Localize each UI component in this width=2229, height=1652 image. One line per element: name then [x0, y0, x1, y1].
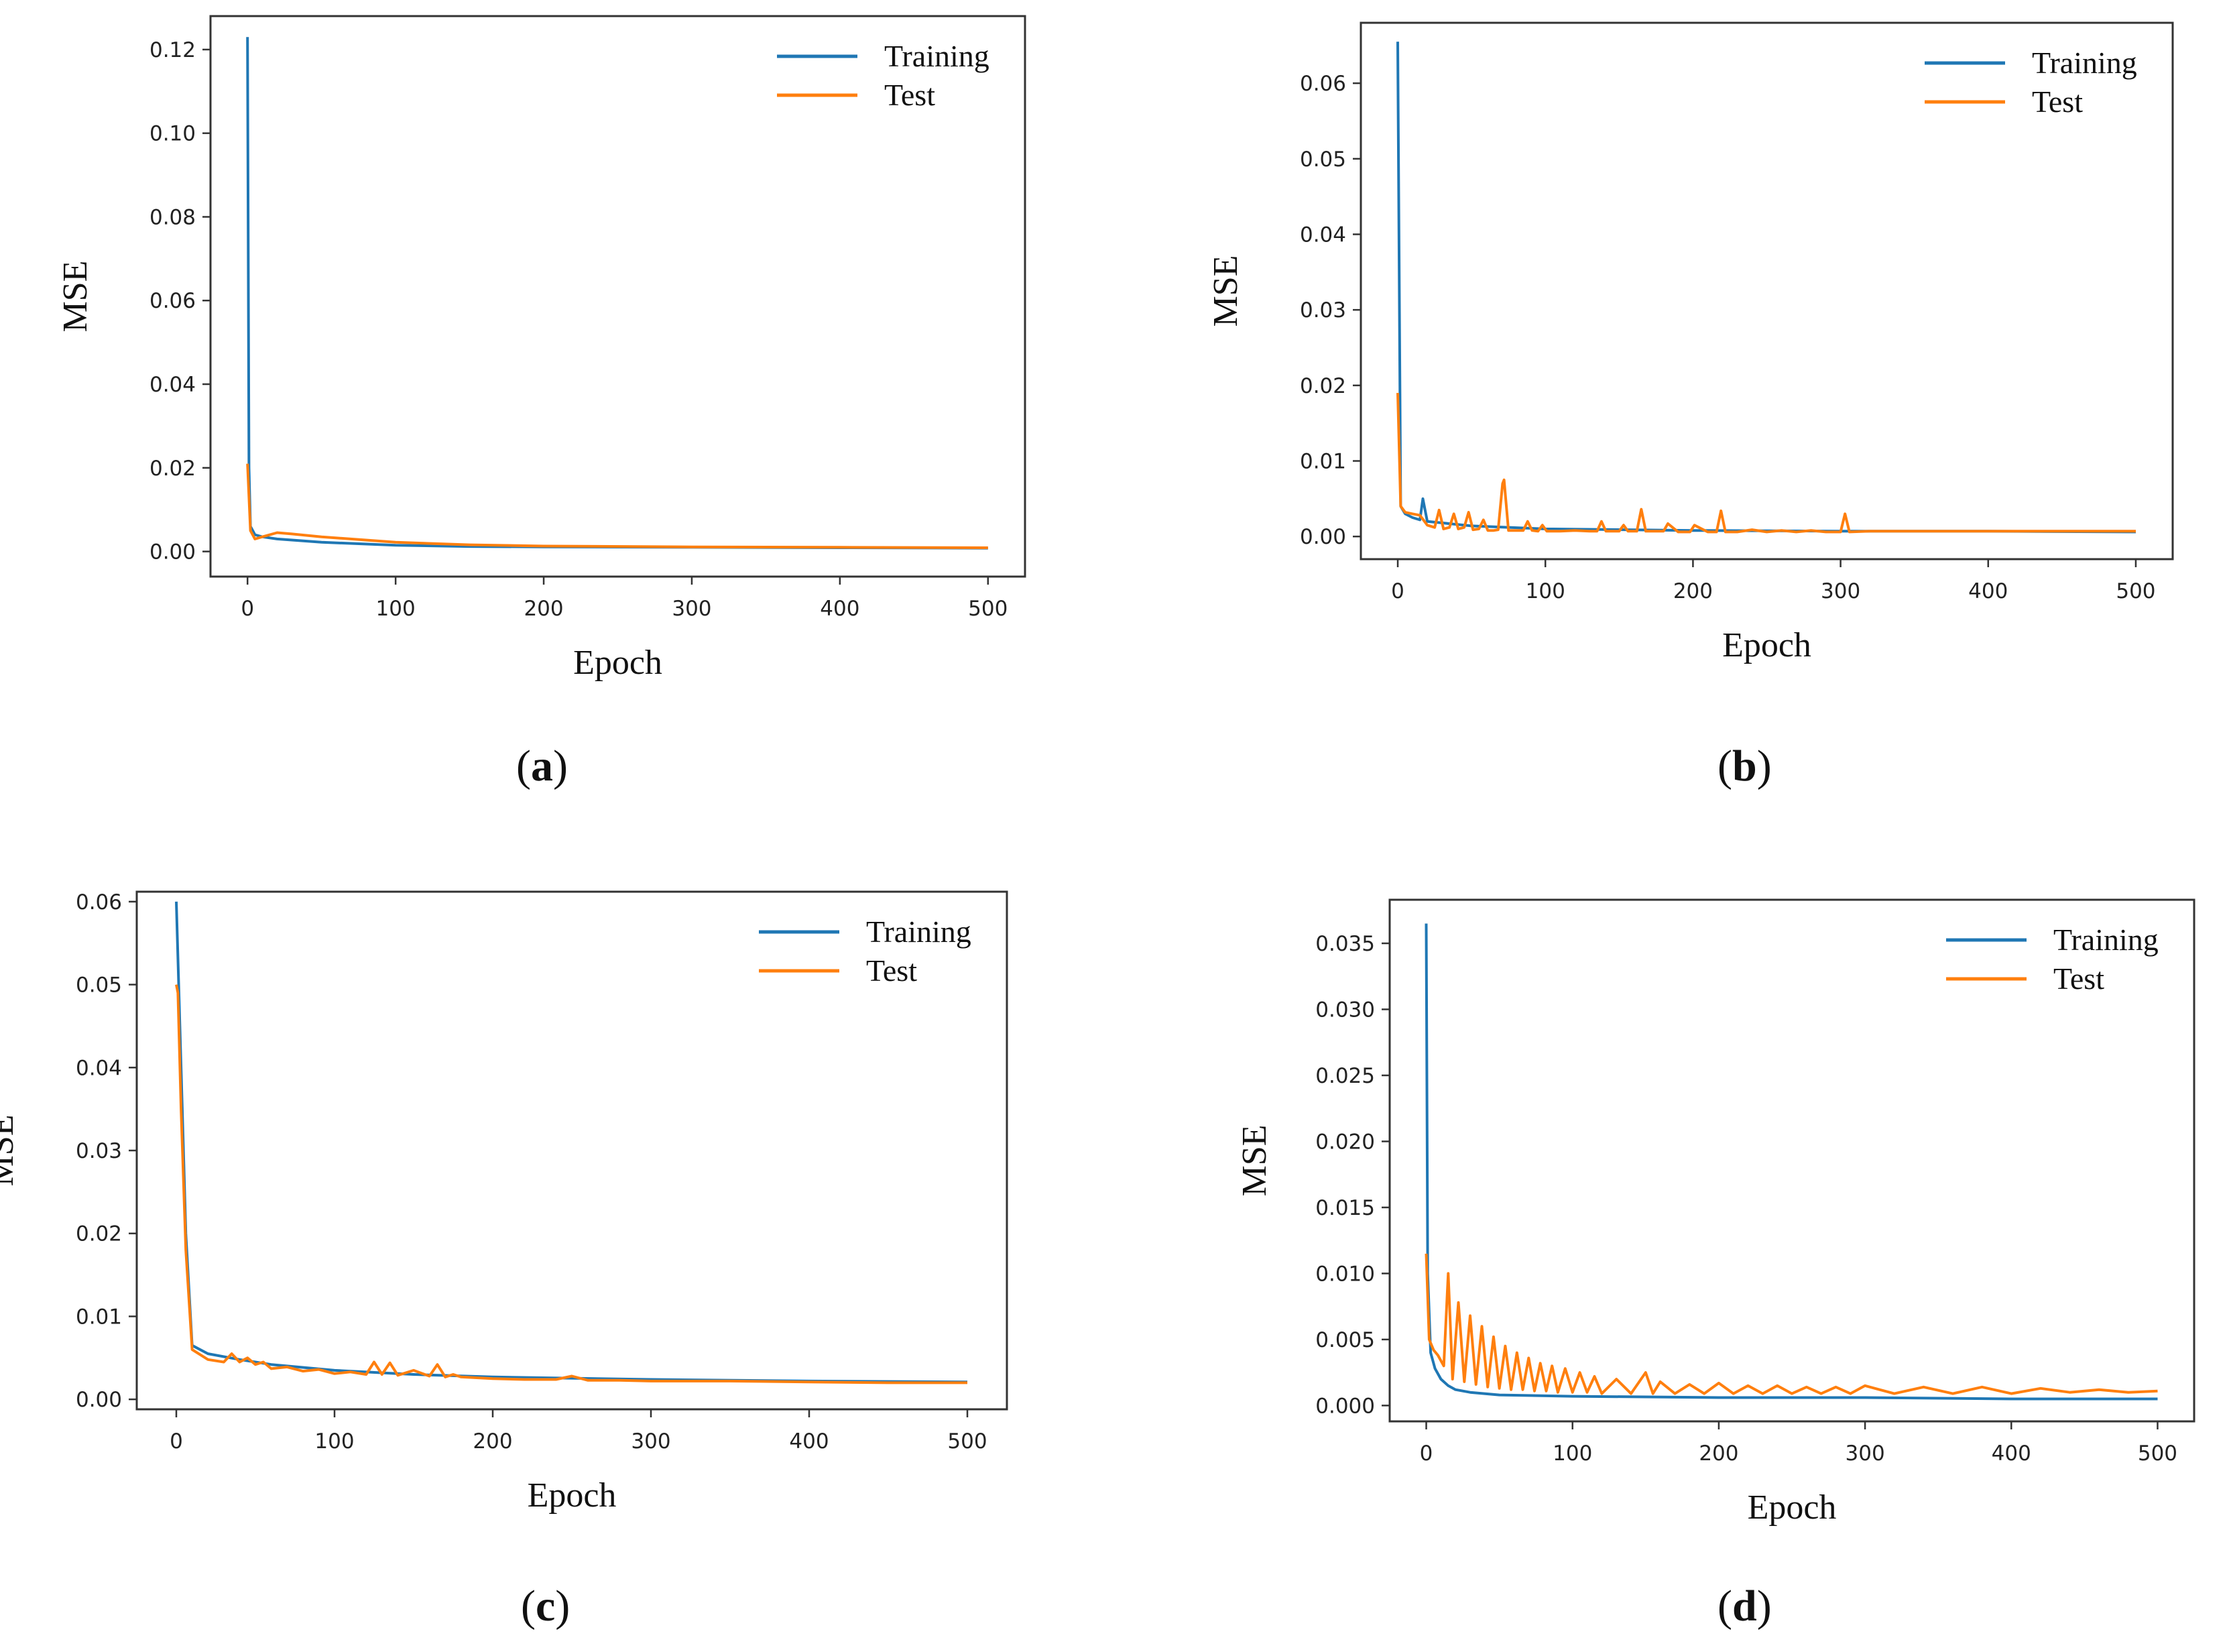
legend-label-training: Training — [866, 914, 971, 949]
legend-label-test: Test — [2032, 84, 2083, 119]
y-tick-label: 0.025 — [1315, 1064, 1375, 1088]
chart-panel-d: 0 100 200 300 400 500 0.000 0.005 0.010 0.015 0.02… — [1236, 898, 2195, 1527]
y-tick-label: 0.05 — [1300, 148, 1346, 172]
y-tick-label: 0.02 — [1300, 374, 1346, 398]
caption-a-letter: a — [530, 742, 553, 790]
x-tick-label: 200 — [1699, 1441, 1738, 1466]
x-tick-label: 0 — [170, 1429, 183, 1454]
y-tick-label: 0.00 — [149, 540, 196, 565]
x-axis-title: Epoch — [573, 644, 662, 682]
y-tick-label: 0.035 — [1315, 932, 1375, 956]
series-line-test — [1396, 393, 2136, 534]
y-tick-label: 0.08 — [149, 205, 196, 229]
x-tick-label: 300 — [1846, 1441, 1885, 1466]
y-tick-label: 0.12 — [149, 38, 196, 62]
caption-a: (a) — [516, 742, 568, 790]
caption-b: (b) — [1718, 742, 1772, 790]
y-axis-title: MSE — [1236, 1125, 1274, 1197]
y-tick-label: 0.010 — [1315, 1262, 1375, 1286]
x-tick-label: 300 — [631, 1429, 670, 1454]
x-tick-label: 100 — [1553, 1441, 1592, 1466]
y-tick-label: 0.10 — [149, 122, 196, 146]
plot-frame-d — [1388, 898, 2195, 1423]
x-tick-label: 300 — [1821, 579, 1860, 603]
chart-panel-c: 0 100 200 300 400 500 0.00 0.01 0.02 0.03 0.04 0.05… — [0, 890, 1008, 1515]
x-tick-label: 500 — [2138, 1441, 2177, 1466]
plot-frame-a — [209, 15, 1026, 578]
x-tick-label: 400 — [1992, 1441, 2031, 1466]
x-tick-label: 400 — [820, 597, 859, 621]
y-tick-label: 0.05 — [76, 973, 122, 998]
y-tick-label: 0.06 — [1300, 72, 1346, 96]
x-tick-label: 200 — [473, 1429, 512, 1454]
caption-c-letter: c — [535, 1582, 556, 1631]
x-tick-label: 200 — [524, 597, 563, 621]
y-tick-label: 0.020 — [1315, 1130, 1375, 1154]
plot-frame-c — [135, 890, 1008, 1411]
x-tick-label: 100 — [314, 1429, 354, 1454]
legend-label-training: Training — [884, 39, 989, 73]
x-tick-label: 0 — [1391, 579, 1404, 603]
y-tick-label: 0.06 — [76, 890, 122, 914]
caption-b-letter: b — [1732, 742, 1757, 790]
legend-label-training: Training — [2053, 923, 2159, 957]
x-tick-label: 300 — [672, 597, 711, 621]
x-tick-label: 100 — [376, 597, 416, 621]
legend-label-test: Test — [2053, 961, 2104, 996]
y-tick-label: 0.01 — [1300, 450, 1346, 474]
y-tick-label: 0.02 — [76, 1222, 122, 1246]
legend-label-training: Training — [2032, 46, 2137, 80]
y-tick-label: 0.03 — [76, 1139, 122, 1163]
y-tick-label: 0.04 — [76, 1056, 122, 1080]
y-tick-label: 0.02 — [149, 457, 196, 481]
y-axis-title: MSE — [1207, 255, 1245, 327]
y-tick-label: 0.04 — [149, 373, 196, 397]
y-axis-title: MSE — [0, 1115, 21, 1187]
caption-c: (c) — [521, 1582, 570, 1631]
y-tick-label: 0.06 — [149, 289, 196, 313]
y-axis-title: MSE — [56, 261, 95, 333]
series-line-test — [175, 984, 967, 1384]
x-tick-label: 0 — [1420, 1441, 1433, 1466]
x-tick-label: 0 — [241, 597, 254, 621]
x-tick-label: 500 — [947, 1429, 987, 1454]
x-tick-label: 400 — [789, 1429, 829, 1454]
y-tick-label: 0.03 — [1300, 298, 1346, 322]
x-tick-label: 100 — [1526, 579, 1565, 603]
x-tick-label: 200 — [1673, 579, 1713, 603]
series-line-test — [246, 463, 988, 549]
plot-frame-b — [1360, 21, 2174, 560]
y-tick-label: 0.00 — [1300, 525, 1346, 549]
series-line-test — [1425, 1253, 2158, 1395]
x-tick-label: 400 — [1968, 579, 2008, 603]
x-axis-title: Epoch — [528, 1476, 617, 1515]
chart-panel-b: 0 100 200 300 400 500 0.00 0.01 0.02 0.03 0.04 0.05… — [1207, 21, 2174, 664]
legend-label-test: Test — [866, 953, 917, 988]
y-tick-label: 0.005 — [1315, 1328, 1375, 1352]
caption-d: (d) — [1718, 1582, 1772, 1631]
chart-panel-a: 0 100 200 300 400 500 0.00 0.02 0.04 0.06 0.08 0.10… — [56, 15, 1026, 682]
series-line-training — [1425, 923, 2158, 1401]
y-tick-label: 0.04 — [1300, 223, 1346, 247]
caption-d-letter: d — [1732, 1582, 1757, 1631]
y-tick-label: 0.00 — [76, 1388, 122, 1412]
y-tick-label: 0.000 — [1315, 1394, 1375, 1418]
y-tick-label: 0.015 — [1315, 1196, 1375, 1220]
x-tick-label: 500 — [2116, 579, 2155, 603]
x-tick-label: 500 — [968, 597, 1008, 621]
legend-label-test: Test — [884, 78, 935, 112]
y-tick-label: 0.01 — [76, 1305, 122, 1329]
x-axis-title: Epoch — [1748, 1488, 1837, 1527]
y-tick-label: 0.030 — [1315, 998, 1375, 1022]
x-axis-title: Epoch — [1722, 626, 1811, 664]
